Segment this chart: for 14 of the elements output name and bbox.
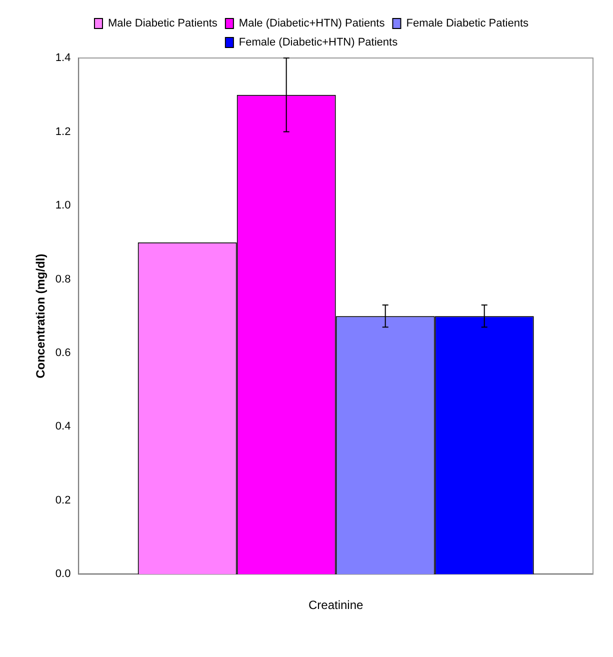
y-tick-label: 0.4 [55, 420, 71, 433]
y-axis-title: Concentration (mg/dl) [34, 254, 48, 378]
y-tick-label: 0.6 [55, 347, 71, 360]
x-axis-title: Creatinine [308, 598, 364, 612]
y-tick-label: 1.4 [55, 52, 71, 64]
y-tick-label: 1.2 [55, 126, 71, 138]
legend-label: Female Diabetic Patients [406, 18, 530, 30]
y-tick-label: 1.0 [55, 200, 71, 212]
y-tick-label: 0.2 [55, 494, 71, 506]
legend-label: Female (Diabetic+HTN) Patients [238, 36, 398, 49]
y-tick-label: 0.0 [55, 568, 71, 580]
y-tick-label: 0.8 [55, 273, 71, 286]
legend-label: Male Diabetic Patients [108, 18, 218, 30]
legend-label: Male (Diabetic+HTN) Patients [238, 18, 386, 30]
